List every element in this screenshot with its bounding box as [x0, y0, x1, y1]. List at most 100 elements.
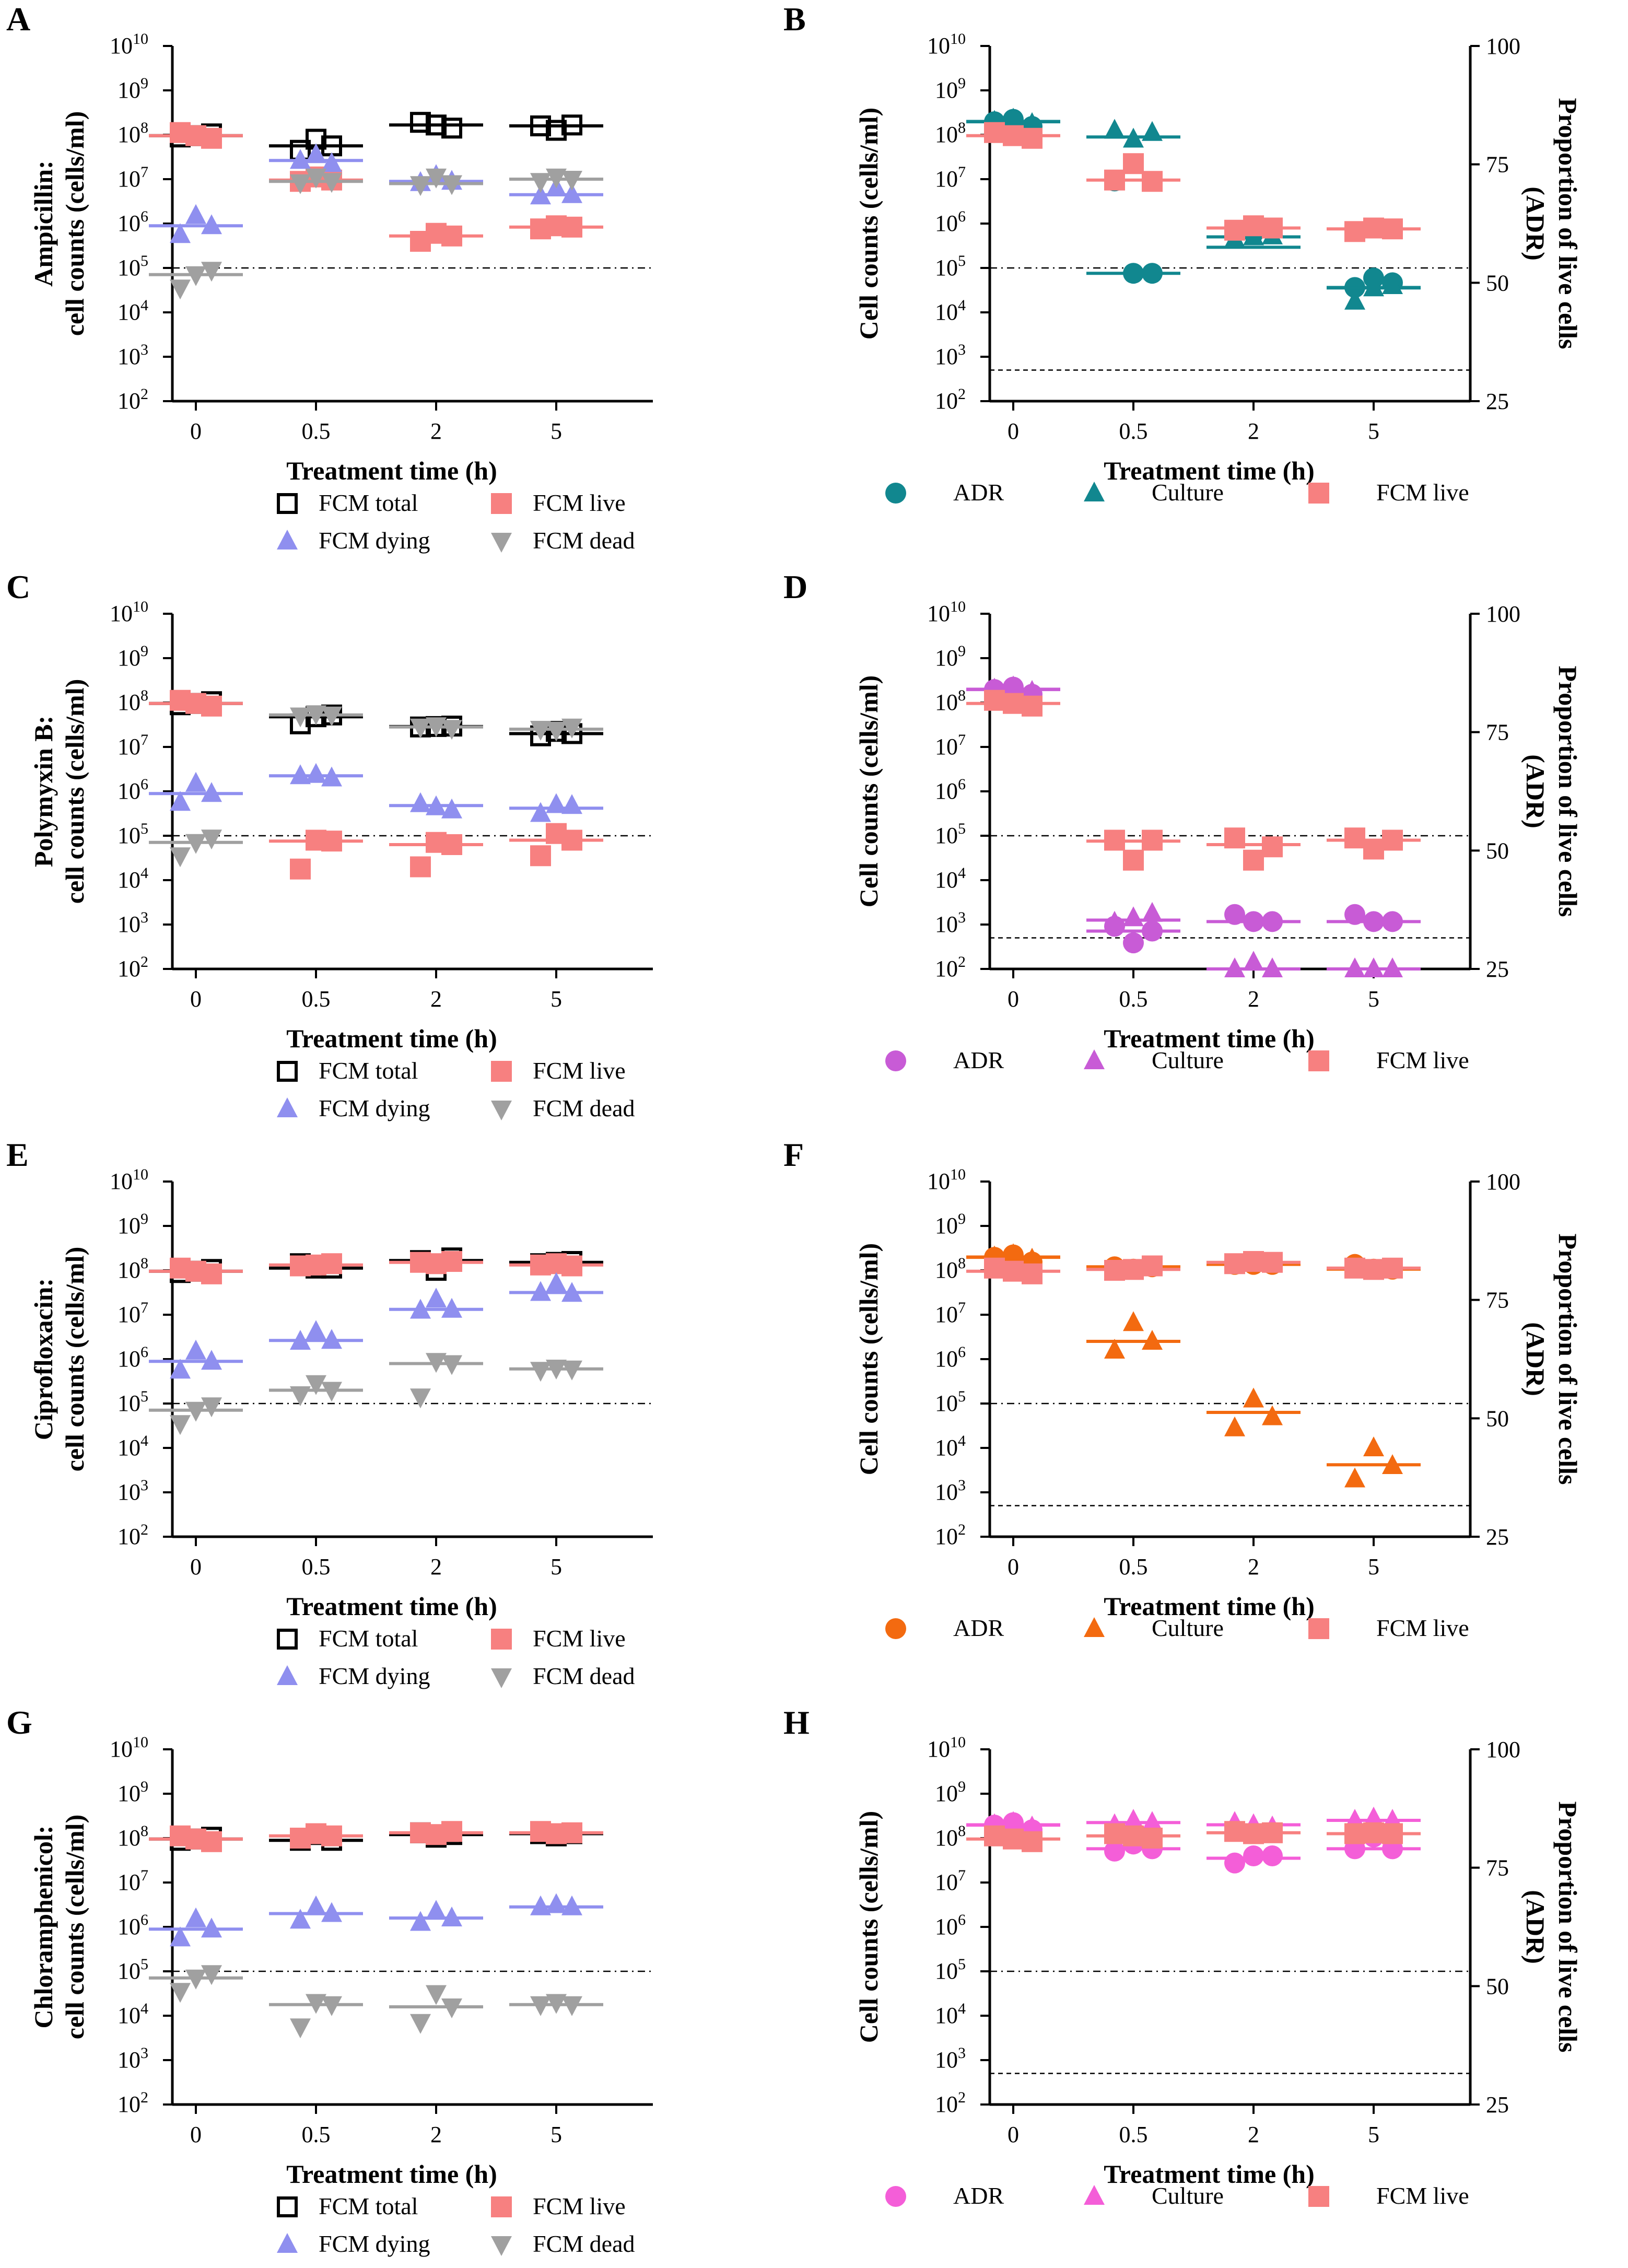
legend-marker	[491, 493, 512, 514]
data-point	[410, 176, 431, 196]
y-tick-label: 108	[118, 1822, 148, 1851]
y-tick-label: 1010	[927, 598, 966, 626]
y-tick-exponent: 4	[140, 297, 148, 314]
y2-label-part: Proportion	[1553, 666, 1583, 796]
data-point	[1104, 1260, 1125, 1281]
y-tick-exponent: 10	[950, 1734, 966, 1751]
y-tick-base: 10	[118, 1213, 140, 1238]
data-point	[1104, 1823, 1125, 1844]
legend-label: FCM live	[1376, 2182, 1469, 2209]
y-tick-label: 106	[935, 208, 966, 236]
y-tick-exponent: 4	[958, 2000, 966, 2017]
data-point	[1104, 829, 1125, 851]
series-fcm-live	[149, 1251, 603, 1284]
data-point	[1243, 1387, 1264, 1408]
y-tick-exponent: 4	[958, 864, 966, 882]
legend-marker	[1084, 2185, 1105, 2205]
y2-axis-label-line2: (ADR)	[1521, 1322, 1550, 1396]
y-tick-label: 104	[935, 1432, 966, 1460]
data-point	[1224, 219, 1245, 241]
data-point	[1363, 1822, 1384, 1843]
y-tick-label: 105	[935, 252, 966, 280]
y-tick-label: 109	[118, 642, 148, 671]
data-point	[1243, 1823, 1264, 1844]
data-point	[321, 1329, 342, 1349]
data-point	[1344, 1467, 1365, 1488]
x-tick-label: 0.5	[302, 1554, 331, 1580]
y-tick-label: 107	[118, 1867, 148, 1895]
y-tick-exponent: 10	[950, 30, 966, 48]
legend-label: FCM total	[319, 2193, 418, 2219]
panel-letter: A	[6, 1, 30, 38]
y-tick-exponent: 2	[140, 385, 148, 403]
data-point	[1142, 920, 1163, 942]
data-point	[410, 718, 431, 739]
y-tick-label: 107	[935, 1299, 966, 1327]
series-fcm-dead	[149, 705, 603, 868]
x-tick-label: 0.5	[302, 418, 331, 444]
data-point	[185, 771, 206, 792]
y-tick-label: 106	[118, 776, 148, 804]
data-point	[546, 1272, 567, 1292]
series-culture	[966, 675, 1421, 977]
legend: FCM total FCM live FCM dying FCM dead	[277, 1625, 635, 1689]
data-point	[1363, 1436, 1384, 1456]
x-tick-label: 0	[190, 986, 202, 1012]
data-point	[1363, 276, 1384, 297]
y-tick-exponent: 10	[133, 598, 148, 615]
data-point	[1262, 836, 1283, 858]
data-point	[290, 2018, 311, 2039]
y2-tick-label: 50	[1486, 838, 1509, 863]
legend-marker	[491, 1668, 512, 1688]
legend-label: ADR	[953, 2182, 1004, 2209]
data-point	[201, 829, 222, 850]
data-point	[530, 1362, 551, 1382]
data-point	[984, 689, 1005, 711]
x-axis-label: Treatment time (h)	[286, 1592, 497, 1621]
y-tick-label: 105	[935, 1388, 966, 1416]
data-point	[410, 2014, 431, 2034]
y-tick-label: 106	[935, 776, 966, 804]
y-tick-base: 10	[118, 867, 140, 893]
y-tick-label: 109	[118, 75, 148, 103]
legend-marker	[277, 1629, 298, 1650]
y-tick-exponent: 7	[140, 1867, 148, 1884]
data-point	[1382, 218, 1403, 240]
x-tick-label: 0	[190, 418, 202, 444]
y-tick-exponent: 3	[958, 909, 966, 926]
data-point	[426, 1353, 447, 1373]
y-tick-exponent: 8	[140, 119, 148, 136]
y-tick-exponent: 3	[958, 341, 966, 358]
y-tick-exponent: 8	[958, 119, 966, 136]
y-tick-base: 10	[935, 1390, 958, 1416]
data-point	[1262, 911, 1283, 932]
y-tick-exponent: 9	[140, 1778, 148, 1795]
y-tick-exponent: 9	[958, 75, 966, 92]
data-point	[321, 173, 342, 193]
data-point	[306, 763, 326, 783]
y-axis-label-line1: Ciprofloxacin:	[29, 1278, 58, 1440]
y-tick-base: 10	[118, 911, 140, 937]
y-tick-label: 107	[935, 731, 966, 759]
y-tick-base: 10	[118, 956, 140, 981]
y-tick-label: 106	[118, 1911, 148, 1939]
y-tick-base: 10	[110, 33, 133, 59]
data-point	[530, 1996, 551, 2016]
data-point	[1224, 1852, 1245, 1874]
y-tick-base: 10	[935, 1302, 958, 1327]
data-point	[441, 834, 462, 855]
data-point	[1022, 127, 1043, 149]
y-tick-exponent: 6	[958, 776, 966, 793]
legend-label: FCM live	[1376, 1615, 1469, 1641]
data-point	[426, 795, 447, 815]
data-point	[441, 1907, 462, 1926]
y-axis-label-line1: Ampicillin:	[29, 160, 58, 287]
y-tick-base: 10	[935, 1257, 958, 1283]
series-fcm-live	[966, 1821, 1421, 1852]
y-tick-exponent: 9	[958, 642, 966, 660]
data-point	[201, 782, 222, 802]
y-tick-base: 10	[935, 255, 958, 280]
